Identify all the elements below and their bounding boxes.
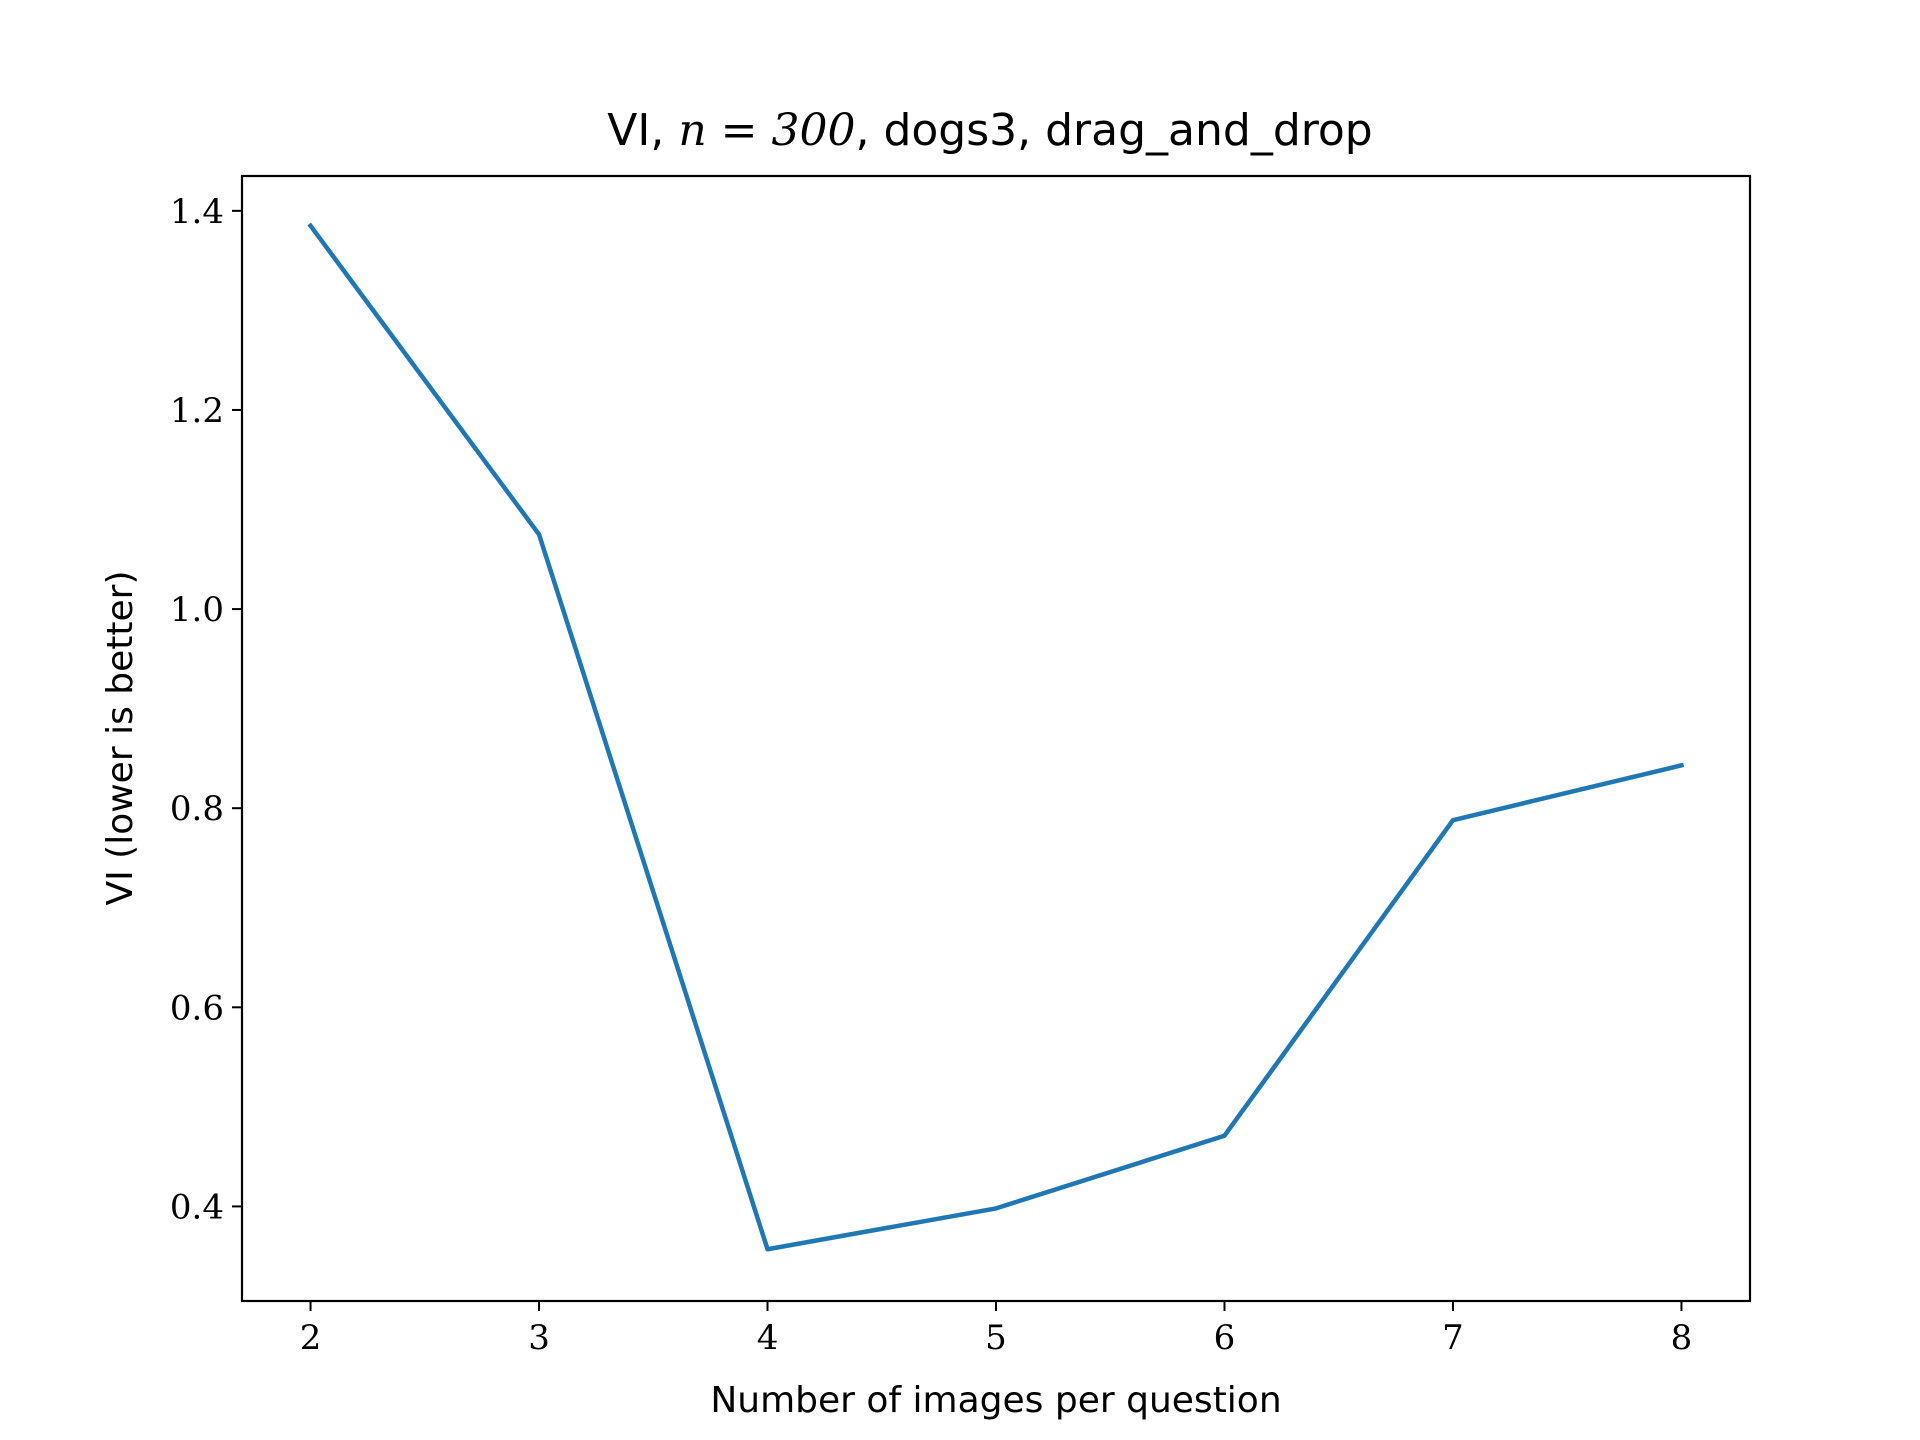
- y-tick-label-5: 1.4: [170, 192, 224, 232]
- chart-title-prefix: VI,: [607, 105, 678, 156]
- chart-title: VI, n = 300, dogs3, drag_and_drop: [607, 105, 1372, 156]
- y-tick-label-4: 1.2: [170, 391, 224, 431]
- chart-title-suffix: , dogs3, drag_and_drop: [855, 105, 1372, 156]
- x-tick-label-1: 3: [528, 1318, 550, 1358]
- y-axis-label: VI (lower is better): [100, 570, 141, 905]
- x-axis-label: Number of images per question: [710, 1380, 1281, 1421]
- chart-title-math: n = 300: [678, 105, 855, 156]
- y-axis-ticks: 0.4 0.6 0.8 1.0 1.2 1.4: [170, 192, 242, 1227]
- x-tick-label-4: 6: [1214, 1318, 1236, 1358]
- series-line-0: [307, 222, 1685, 1252]
- plot-frame: [240, 174, 1752, 1303]
- series-group: [307, 222, 1685, 1252]
- y-tick-label-0: 0.4: [170, 1187, 224, 1227]
- x-tick-label-5: 7: [1442, 1318, 1464, 1358]
- x-tick-label-2: 4: [757, 1318, 779, 1358]
- x-tick-label-6: 8: [1671, 1318, 1693, 1358]
- y-tick-label-3: 1.0: [170, 590, 224, 630]
- x-axis-ticks: 2 3 4 5 6 7 8: [300, 1301, 1693, 1358]
- x-tick-label-3: 5: [985, 1318, 1007, 1358]
- y-tick-label-1: 0.6: [170, 988, 224, 1028]
- y-tick-label-2: 0.8: [170, 789, 224, 829]
- x-tick-label-0: 2: [300, 1318, 322, 1358]
